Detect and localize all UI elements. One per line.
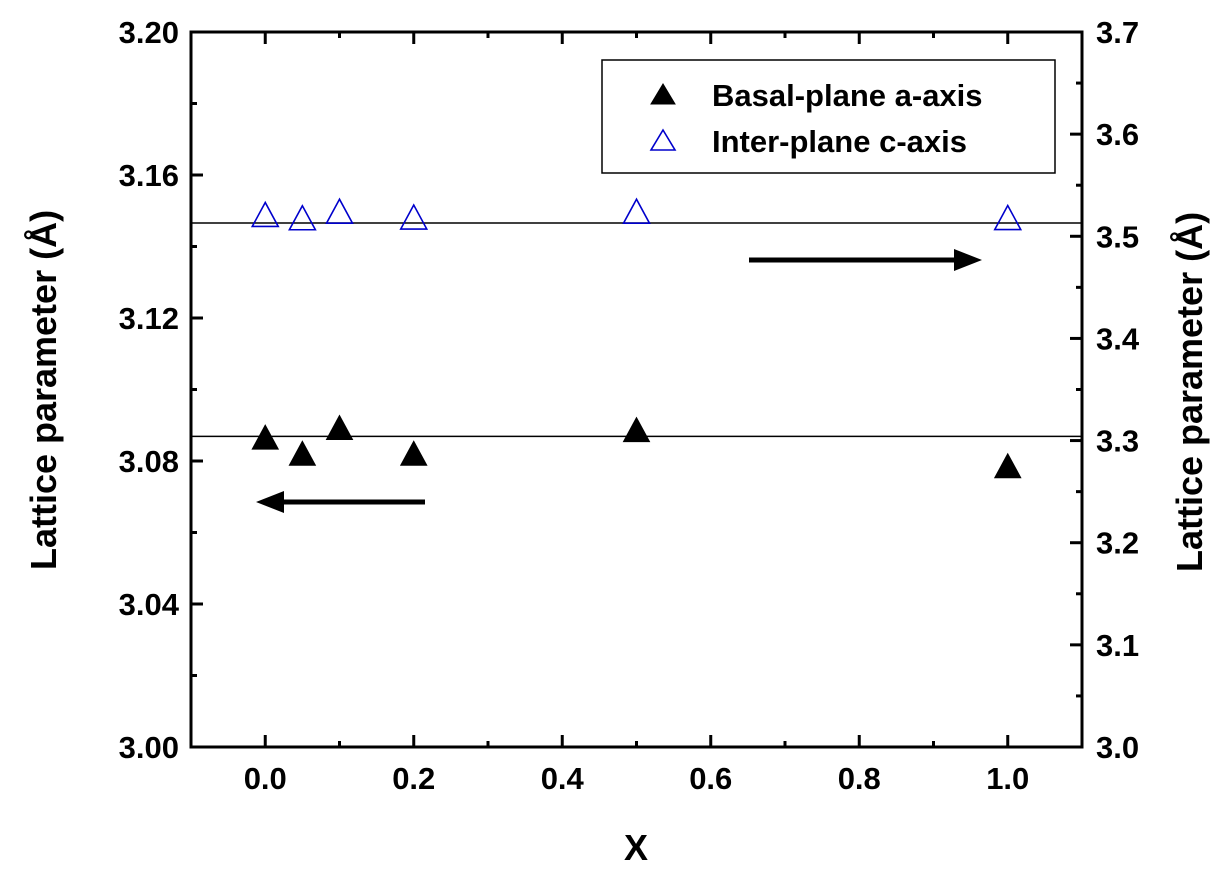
left-axis-arrow-head [256, 491, 284, 513]
data-point-inter-c-axis [993, 203, 1023, 231]
y-left-tick-label: 3.16 [119, 158, 179, 193]
data-point-basal-a-axis [622, 416, 651, 443]
y-left-tick-label: 3.00 [119, 730, 179, 765]
x-tick-label: 0.2 [392, 761, 435, 796]
x-tick-label: 0.8 [838, 761, 881, 796]
x-tick-label: 0.6 [689, 761, 732, 796]
right-axis-arrow-head [954, 249, 982, 271]
y-right-tick-label: 3.7 [1096, 15, 1139, 50]
legend-box [601, 59, 1056, 174]
data-point-basal-a-axis [288, 440, 317, 466]
y-right-tick-label: 3.5 [1096, 219, 1139, 254]
legend-label-inter: Inter-plane c-axis [712, 124, 967, 159]
y-left-tick-label: 3.08 [119, 444, 179, 479]
legend: Basal-plane a-axis Inter-plane c-axis [601, 59, 1056, 174]
data-point-basal-a-axis [325, 414, 354, 440]
y-left-tick-label: 3.12 [119, 301, 179, 336]
data-point-basal-a-axis [993, 452, 1022, 479]
y-right-tick-label: 3.1 [1096, 628, 1139, 663]
data-point-basal-a-axis [251, 424, 280, 450]
y-left-tick-label: 3.20 [119, 15, 179, 50]
x-axis-title: X [624, 827, 648, 868]
y-axis-title-left: Lattice parameter (Å) [23, 210, 64, 570]
y-right-tick-label: 3.0 [1096, 730, 1139, 765]
y-right-tick-label: 3.3 [1096, 424, 1139, 459]
y-right-tick-label: 3.2 [1096, 526, 1139, 561]
y-axis-title-right: Lattice parameter (Å) [1169, 212, 1210, 572]
x-tick-label: 1.0 [986, 761, 1029, 796]
y-left-tick-label: 3.04 [119, 587, 180, 622]
data-point-inter-c-axis [399, 203, 429, 230]
legend-label-basal: Basal-plane a-axis [712, 78, 983, 113]
x-tick-label: 0.0 [244, 761, 287, 796]
x-tick-label: 0.4 [541, 761, 585, 796]
data-point-inter-c-axis [622, 197, 651, 225]
data-point-inter-c-axis [325, 197, 354, 225]
data-point-basal-a-axis [399, 440, 428, 466]
y-right-tick-label: 3.4 [1096, 321, 1140, 356]
legend-marker-inter [649, 128, 677, 151]
data-point-inter-c-axis [250, 200, 280, 228]
data-point-inter-c-axis [288, 204, 317, 231]
y-right-tick-label: 3.6 [1096, 117, 1139, 152]
legend-marker-basal [650, 83, 676, 105]
